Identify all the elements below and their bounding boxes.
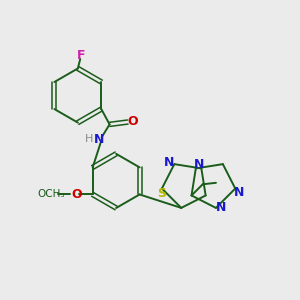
Text: S: S	[158, 187, 166, 200]
Text: N: N	[164, 157, 174, 169]
Text: N: N	[194, 158, 204, 171]
Text: F: F	[76, 49, 85, 62]
Text: O: O	[127, 115, 138, 128]
Text: O: O	[71, 188, 82, 201]
Text: OCH₃: OCH₃	[37, 189, 64, 199]
Text: N: N	[216, 201, 226, 214]
Text: H: H	[85, 134, 93, 144]
Text: N: N	[234, 186, 244, 199]
Text: N: N	[94, 133, 105, 146]
